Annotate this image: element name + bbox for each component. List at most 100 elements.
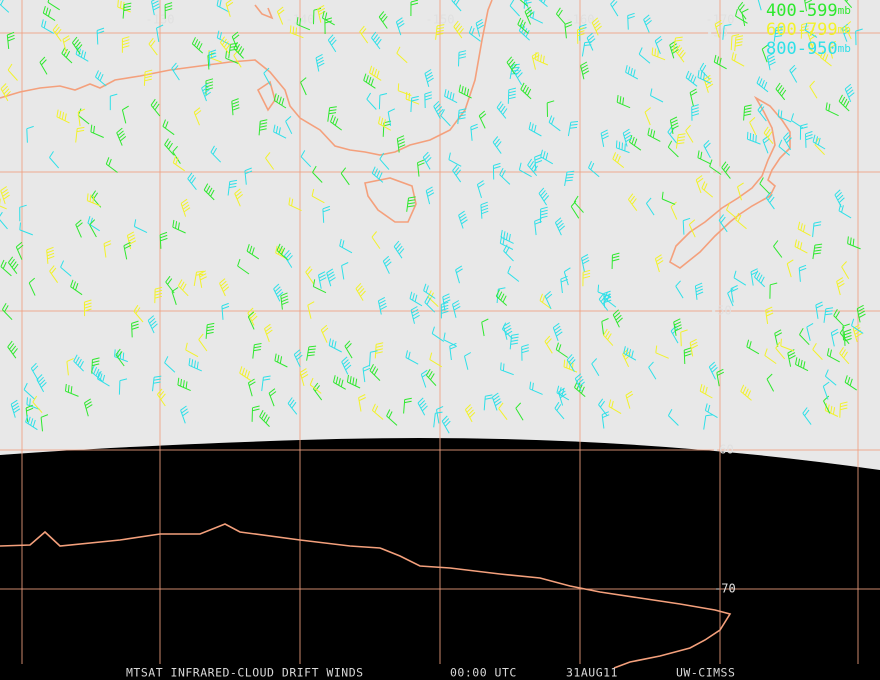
wind-barb [555, 7, 566, 25]
wind-barb [804, 22, 818, 38]
wind-barb [588, 160, 600, 178]
wind-barb [247, 378, 256, 397]
wind-barb [601, 318, 609, 336]
wind-barb [122, 2, 132, 19]
wind-barb [622, 348, 631, 368]
wind-barb [77, 108, 86, 126]
wind-barb [225, 0, 234, 17]
wind-barb [371, 166, 384, 183]
wind-barb [645, 197, 655, 216]
wind-barb [296, 17, 311, 31]
wind-barb [0, 186, 10, 205]
wind-barb [741, 8, 749, 27]
wind-barb [32, 395, 43, 414]
wind-barb [523, 0, 532, 9]
wind-barb [386, 409, 398, 426]
wind-barb [815, 301, 824, 319]
wind-barb [246, 244, 260, 260]
wind-barb [841, 261, 850, 280]
wind-barb [765, 191, 775, 210]
wind-barb [628, 193, 638, 211]
wind-barb [695, 175, 704, 194]
wind-barb [283, 249, 293, 268]
wind-barb [615, 140, 630, 154]
wind-barb [440, 301, 449, 319]
wind-barb [480, 201, 489, 219]
wind-barb [507, 87, 517, 104]
wind-barb [499, 167, 511, 185]
wind-barb [500, 362, 514, 376]
wind-barb [682, 217, 691, 235]
wind-barb [703, 414, 714, 430]
wind-barb [371, 403, 384, 420]
wind-barb [154, 286, 163, 304]
wind-barb [777, 109, 792, 123]
wind-barb [492, 162, 501, 180]
wind-barb [307, 301, 315, 319]
legend-unit: mb [838, 4, 851, 17]
wind-barb [769, 282, 778, 299]
wind-barb [433, 411, 443, 428]
wind-barb [586, 32, 596, 51]
wind-barb [844, 375, 857, 391]
wind-barb [573, 195, 584, 213]
wind-barb [513, 66, 523, 85]
wind-barb [667, 140, 679, 158]
wind-barb [114, 349, 128, 363]
wind-barb [534, 154, 543, 172]
wind-barb [322, 205, 331, 223]
wind-barb [721, 161, 731, 179]
wind-barb [340, 167, 350, 186]
wind-barb [36, 374, 47, 393]
wind-barb [622, 128, 633, 147]
wind-barb [509, 333, 519, 350]
wind-barb [722, 24, 732, 40]
wind-barb [378, 116, 392, 131]
wind-barb [84, 398, 93, 417]
wind-barb [171, 287, 179, 305]
wind-barb [377, 296, 387, 315]
wind-barb [697, 150, 711, 165]
wind-barb [403, 397, 412, 414]
wind-barb [0, 83, 11, 102]
wind-barb [52, 23, 62, 42]
latitude-label: -40 [708, 165, 730, 179]
wind-barb [458, 84, 472, 99]
wind-barb [478, 110, 487, 129]
legend-label: 600-799 [766, 20, 838, 40]
wind-barb [580, 61, 590, 80]
wind-barb [517, 17, 529, 34]
wind-barb [548, 115, 561, 132]
wind-barb [608, 399, 622, 415]
wind-barb [685, 70, 698, 87]
wind-barb [773, 240, 783, 258]
wind-barb [703, 140, 711, 159]
wind-barb [341, 262, 349, 280]
wind-barb [495, 289, 508, 306]
wind-barb [237, 258, 250, 275]
wind-barb [574, 373, 585, 392]
wind-barb [765, 306, 774, 324]
wind-barb [554, 401, 565, 420]
wind-barb [75, 47, 89, 62]
wind-barb [312, 279, 327, 294]
wind-barb [455, 265, 463, 284]
wind-barb [699, 62, 711, 80]
wind-barb [326, 268, 336, 287]
wind-barb [825, 102, 839, 117]
wind-barb [46, 246, 55, 264]
wind-barb [75, 126, 85, 143]
legend-unit: mb [838, 23, 851, 36]
wind-barb [500, 229, 514, 244]
wind-barb [162, 119, 175, 136]
wind-barb [219, 36, 231, 54]
wind-barb [320, 324, 329, 343]
wind-barb [311, 188, 325, 204]
wind-barb [177, 377, 191, 392]
wind-barb [346, 374, 361, 389]
wind-barb [775, 341, 786, 360]
wind-barb [109, 93, 118, 111]
wind-barb [647, 127, 661, 142]
wind-barb [574, 380, 586, 397]
wind-barb [688, 219, 696, 238]
